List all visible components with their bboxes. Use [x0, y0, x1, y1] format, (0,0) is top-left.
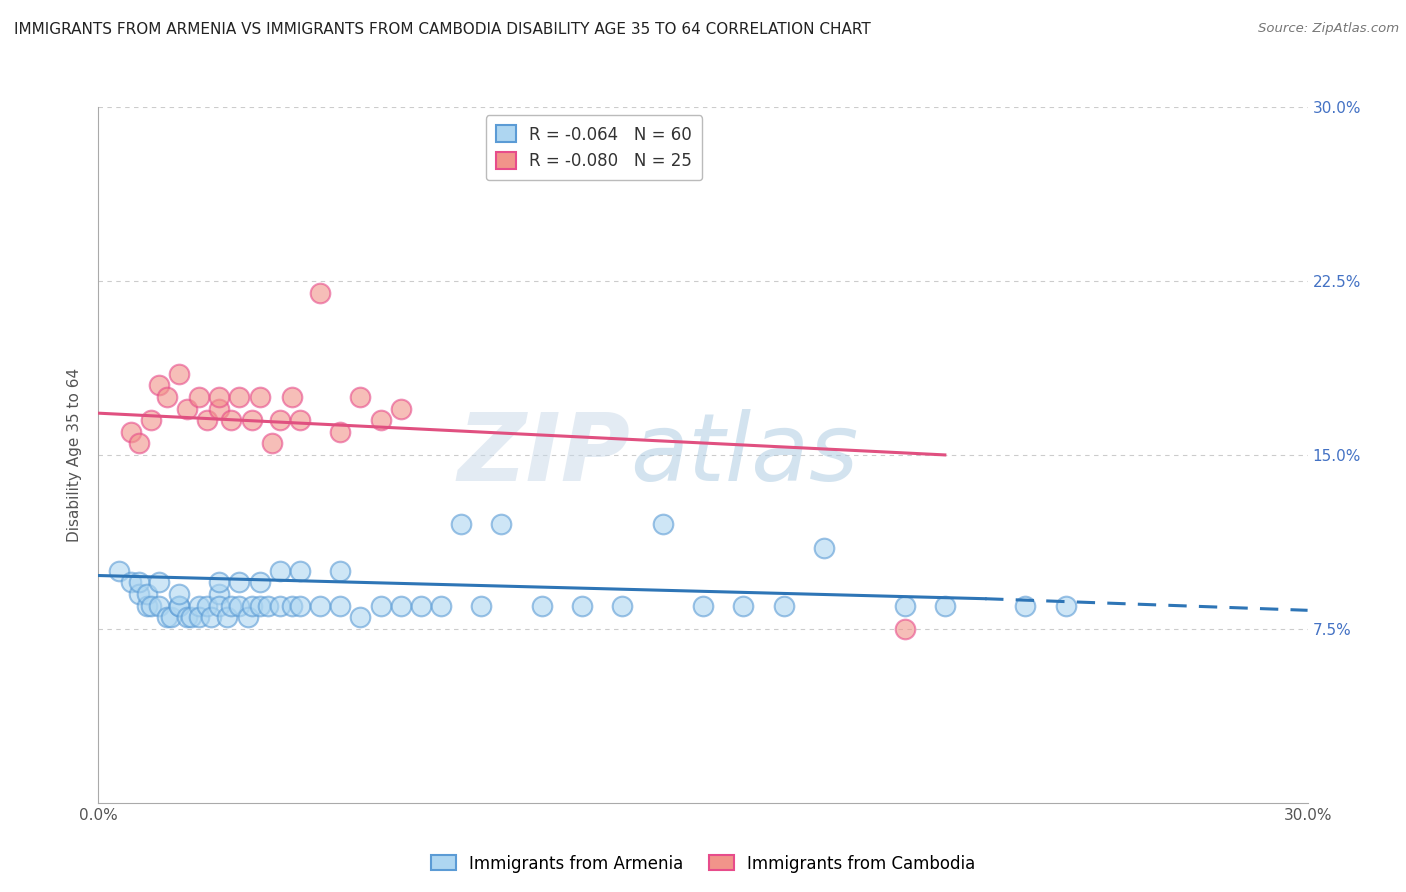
Legend: R = -0.064   N = 60, R = -0.080   N = 25: R = -0.064 N = 60, R = -0.080 N = 25 [486, 115, 702, 180]
Point [329, 564, 352, 578]
Point [195, 599, 218, 613]
Point [692, 599, 714, 613]
Point [733, 599, 755, 613]
Point [156, 610, 179, 624]
Point [249, 390, 271, 404]
Point [651, 517, 673, 532]
Point [107, 564, 129, 578]
Point [221, 413, 243, 427]
Point [309, 599, 332, 613]
Point [156, 390, 179, 404]
Point [208, 599, 231, 613]
Point [309, 285, 332, 300]
Point [470, 599, 492, 613]
Point [893, 622, 915, 636]
Point [1014, 599, 1036, 613]
Point [148, 599, 170, 613]
Y-axis label: Disability Age 35 to 64: Disability Age 35 to 64 [67, 368, 83, 542]
Point [612, 599, 634, 613]
Point [167, 599, 190, 613]
Point [217, 610, 239, 624]
Point [228, 599, 250, 613]
Point [281, 390, 304, 404]
Point [370, 413, 392, 427]
Point [288, 564, 311, 578]
Point [329, 425, 352, 439]
Point [128, 575, 150, 590]
Point [128, 587, 150, 601]
Point [228, 390, 250, 404]
Point [249, 599, 271, 613]
Point [1054, 599, 1077, 613]
Point [329, 599, 352, 613]
Point [139, 599, 162, 613]
Point [200, 610, 222, 624]
Point [208, 401, 231, 416]
Point [530, 599, 553, 613]
Point [128, 436, 150, 450]
Point [176, 401, 198, 416]
Text: Source: ZipAtlas.com: Source: ZipAtlas.com [1258, 22, 1399, 36]
Legend: Immigrants from Armenia, Immigrants from Cambodia: Immigrants from Armenia, Immigrants from… [425, 848, 981, 880]
Point [148, 378, 170, 392]
Point [389, 599, 412, 613]
Point [240, 413, 263, 427]
Point [389, 401, 412, 416]
Point [249, 575, 271, 590]
Point [288, 413, 311, 427]
Point [269, 599, 291, 613]
Text: ZIP: ZIP [457, 409, 630, 501]
Point [167, 587, 190, 601]
Point [160, 610, 183, 624]
Point [176, 610, 198, 624]
Point [208, 575, 231, 590]
Point [370, 599, 392, 613]
Point [288, 599, 311, 613]
Point [269, 564, 291, 578]
Point [813, 541, 835, 555]
Point [120, 575, 142, 590]
Point [120, 425, 142, 439]
Text: atlas: atlas [630, 409, 859, 500]
Point [135, 599, 157, 613]
Point [281, 599, 304, 613]
Point [893, 599, 915, 613]
Point [167, 599, 190, 613]
Point [188, 390, 211, 404]
Point [491, 517, 513, 532]
Point [571, 599, 593, 613]
Point [188, 610, 211, 624]
Point [139, 413, 162, 427]
Point [188, 599, 211, 613]
Point [135, 587, 157, 601]
Point [349, 390, 371, 404]
Text: IMMIGRANTS FROM ARMENIA VS IMMIGRANTS FROM CAMBODIA DISABILITY AGE 35 TO 64 CORR: IMMIGRANTS FROM ARMENIA VS IMMIGRANTS FR… [14, 22, 870, 37]
Point [195, 413, 218, 427]
Point [208, 390, 231, 404]
Point [256, 599, 278, 613]
Point [236, 610, 259, 624]
Point [228, 575, 250, 590]
Point [269, 413, 291, 427]
Point [450, 517, 472, 532]
Point [349, 610, 371, 624]
Point [260, 436, 283, 450]
Point [208, 587, 231, 601]
Point [934, 599, 956, 613]
Point [180, 610, 202, 624]
Point [430, 599, 453, 613]
Point [148, 575, 170, 590]
Point [221, 599, 243, 613]
Point [772, 599, 794, 613]
Point [409, 599, 432, 613]
Point [167, 367, 190, 381]
Point [240, 599, 263, 613]
